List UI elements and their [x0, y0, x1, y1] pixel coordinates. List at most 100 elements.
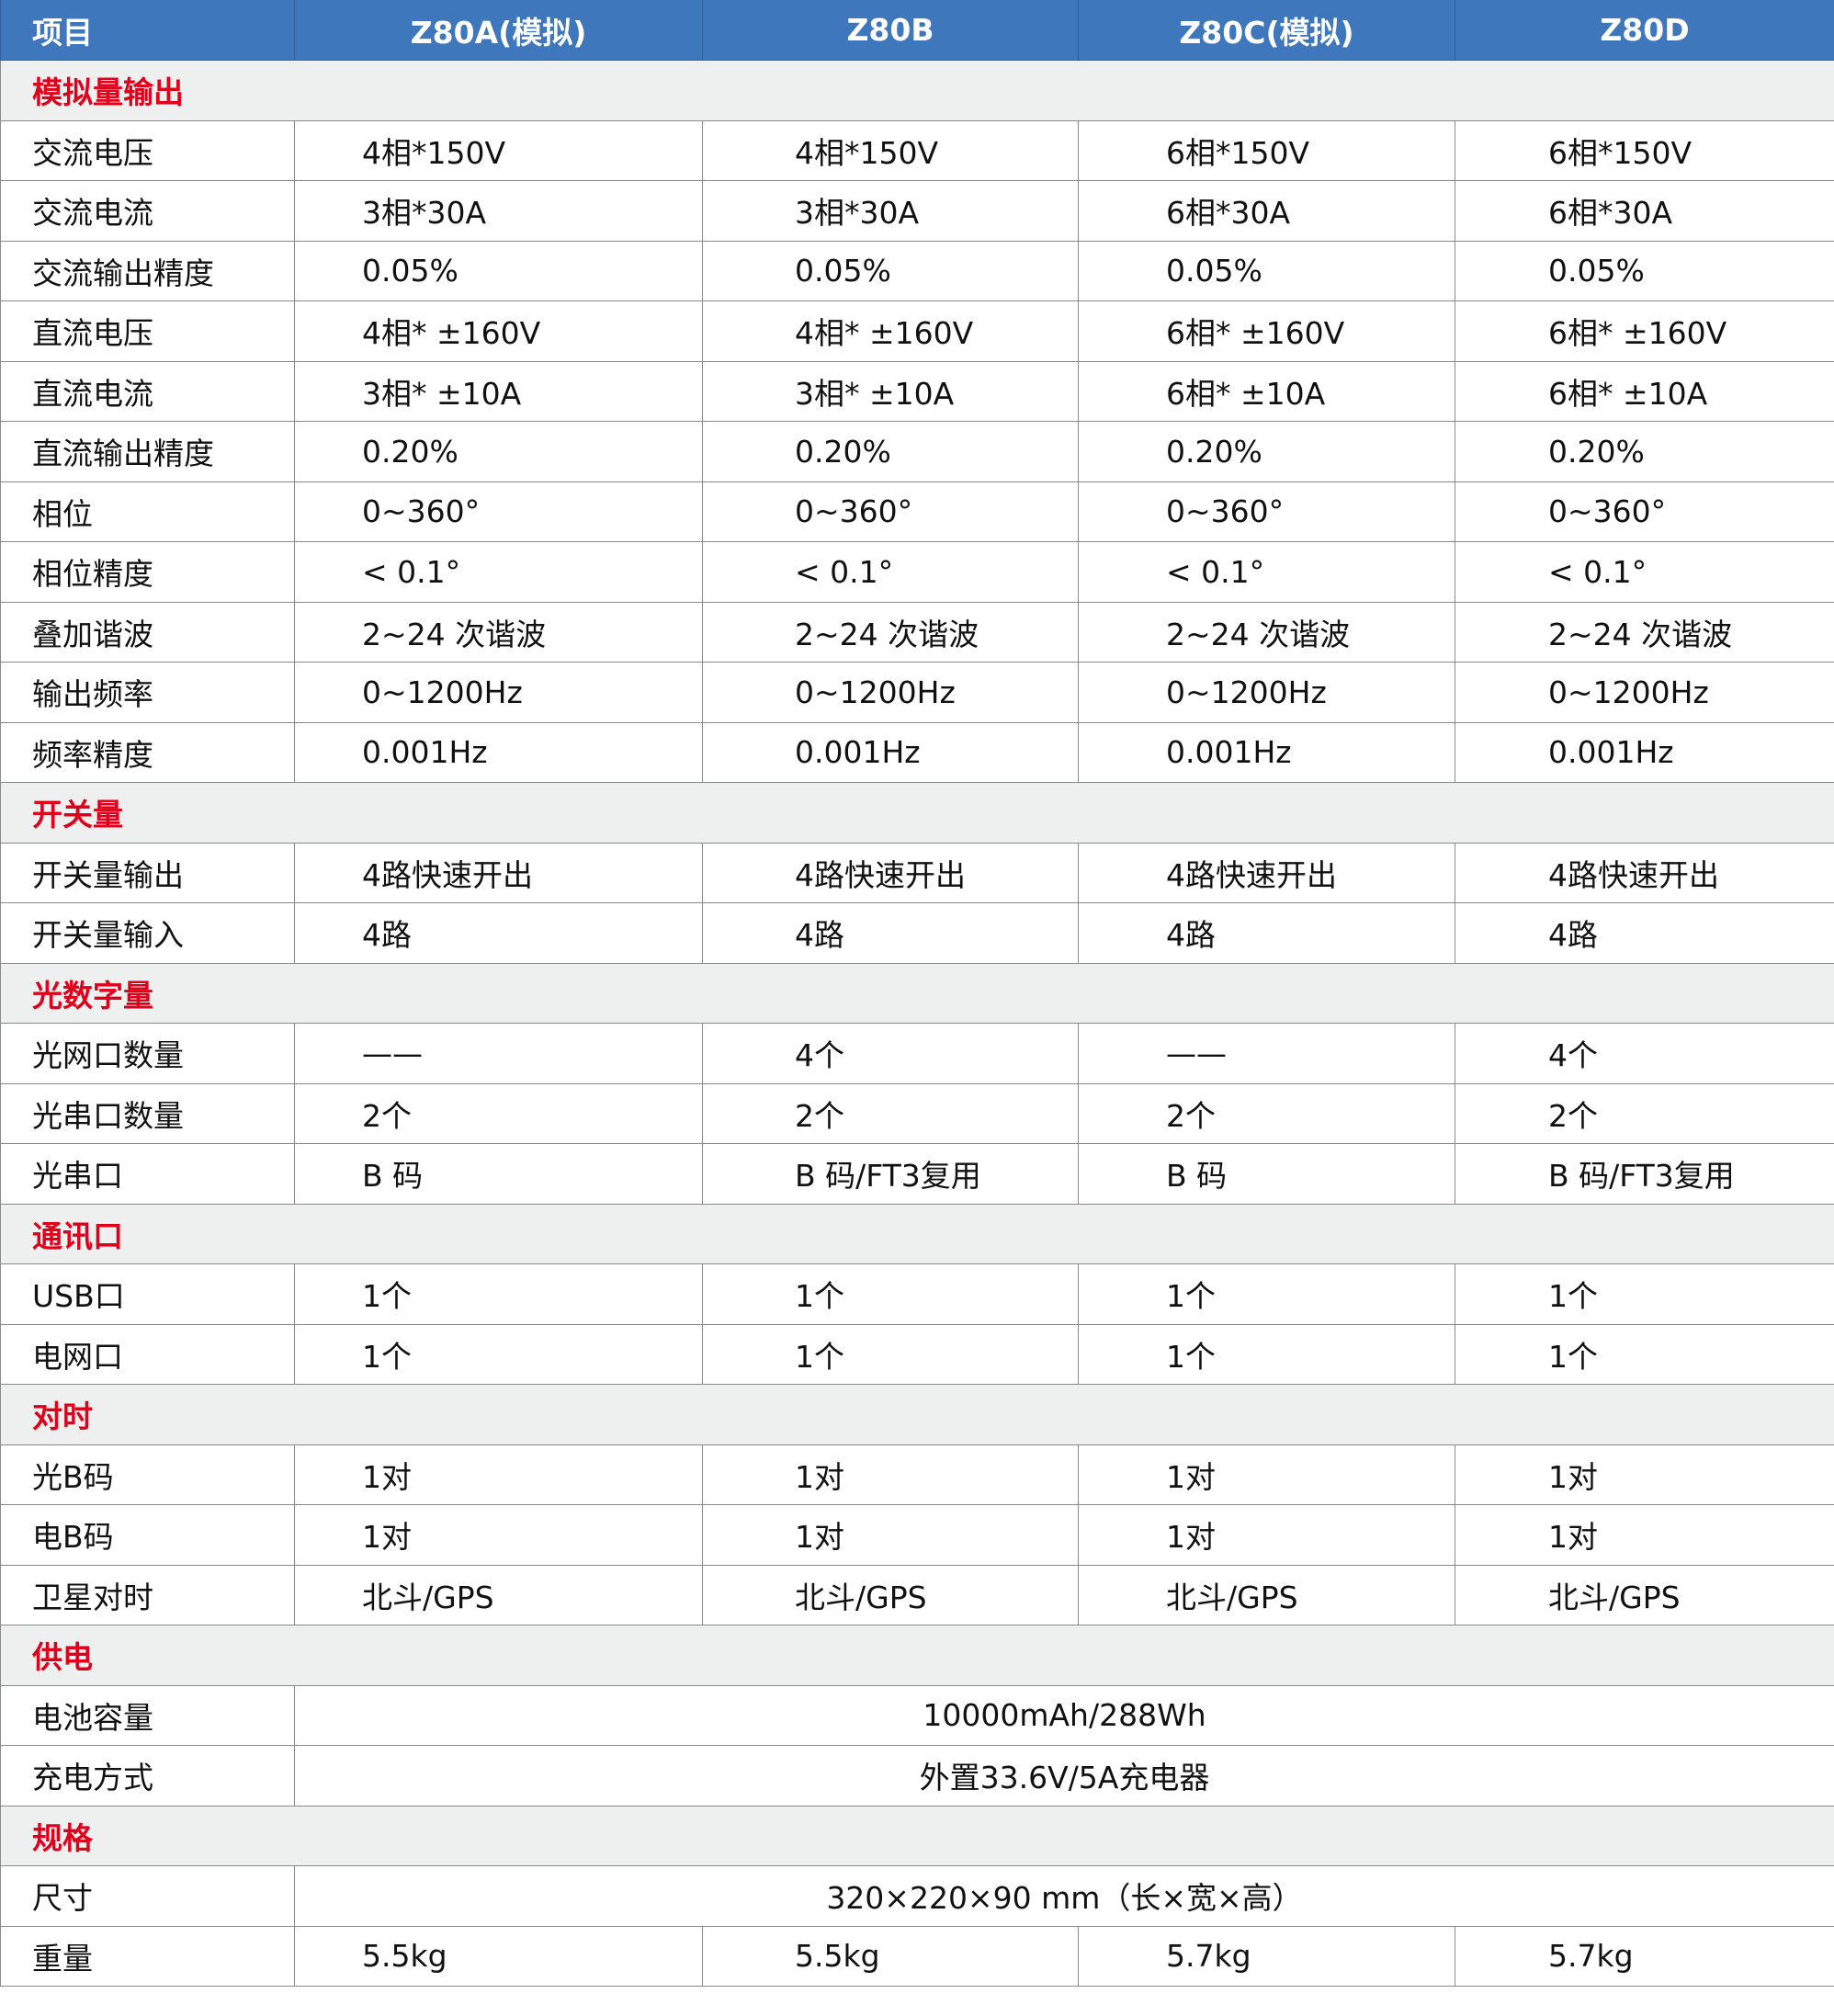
row-value: 3相* ±10A — [702, 360, 1079, 422]
row-label: 光串口 — [0, 1143, 295, 1205]
row-value: 6相*30A — [1078, 180, 1455, 242]
row-label: 频率精度 — [0, 721, 295, 783]
row-value: 4路快速开出 — [702, 842, 1079, 903]
header-model: Z80A(模拟) — [294, 0, 703, 61]
row-value: 1个 — [294, 1263, 703, 1325]
table-row: 电网口 1个 1个 1个 1个 — [0, 1323, 1834, 1385]
row-value: 2~24 次谐波 — [702, 601, 1079, 663]
row-value: 2~24 次谐波 — [1078, 601, 1455, 663]
section-title: 通讯口 — [0, 1203, 1834, 1264]
row-value: 0~360° — [702, 481, 1079, 542]
row-value: 1对 — [1455, 1444, 1834, 1505]
table-row: USB口 1个 1个 1个 1个 — [0, 1263, 1834, 1325]
row-value: 1个 — [1455, 1263, 1834, 1325]
header-model: Z80C(模拟) — [1078, 0, 1455, 61]
row-value: 4路快速开出 — [1078, 842, 1455, 903]
row-label: 光串口数量 — [0, 1082, 295, 1144]
row-value: < 0.1° — [294, 541, 703, 603]
row-value: 4个 — [702, 1023, 1079, 1084]
row-value: 4路 — [294, 902, 703, 964]
row-label: 交流电压 — [0, 119, 295, 181]
row-value: 6相* ±10A — [1455, 360, 1834, 422]
row-value: 0.20% — [1455, 421, 1834, 482]
row-label: 电网口 — [0, 1323, 295, 1385]
row-label: 卫星对时 — [0, 1564, 295, 1625]
row-value: 1个 — [702, 1323, 1079, 1385]
row-value: 4个 — [1455, 1023, 1834, 1084]
row-value: 0~1200Hz — [1455, 662, 1834, 723]
header-model: Z80D — [1455, 0, 1834, 61]
row-value: 1个 — [1078, 1263, 1455, 1325]
row-label: 输出频率 — [0, 662, 295, 723]
section-row: 通讯口 — [0, 1203, 1834, 1264]
row-value: —— — [294, 1023, 703, 1084]
row-value: < 0.1° — [1078, 541, 1455, 603]
section-title: 开关量 — [0, 782, 1834, 844]
table-row: 直流电压 4相* ±160V 4相* ±160V 6相* ±160V 6相* ±160V — [0, 300, 1834, 362]
row-value: 1对 — [702, 1504, 1079, 1566]
row-label: 光网口数量 — [0, 1023, 295, 1084]
table-row: 充电方式 外置33.6V/5A充电器 — [0, 1745, 1834, 1806]
row-value: 5.7kg — [1455, 1925, 1834, 1987]
row-value: 北斗/GPS — [294, 1564, 703, 1625]
row-label: 光B码 — [0, 1444, 295, 1505]
row-value: 北斗/GPS — [702, 1564, 1079, 1625]
row-value: 0~360° — [294, 481, 703, 542]
row-value: 2~24 次谐波 — [1455, 601, 1834, 663]
row-value: B 码/FT3复用 — [1455, 1143, 1834, 1205]
row-value: 1对 — [294, 1504, 703, 1566]
row-label: 直流电压 — [0, 300, 295, 362]
row-value-all: 外置33.6V/5A充电器 — [294, 1745, 1834, 1806]
row-value: 2~24 次谐波 — [294, 601, 703, 663]
row-value: 0.001Hz — [1455, 721, 1834, 783]
table-row: 尺寸 320×220×90 mm（长×宽×高） — [0, 1865, 1834, 1927]
row-value: 6相*30A — [1455, 180, 1834, 242]
table-row: 光串口数量 2个 2个 2个 2个 — [0, 1082, 1834, 1144]
row-value: —— — [1078, 1023, 1455, 1084]
row-value: 1个 — [702, 1263, 1079, 1325]
row-value: 0.001Hz — [294, 721, 703, 783]
row-value: 3相*30A — [294, 180, 703, 242]
table-row: 频率精度 0.001Hz 0.001Hz 0.001Hz 0.001Hz — [0, 721, 1834, 783]
section-title: 供电 — [0, 1625, 1834, 1686]
row-value: B 码 — [294, 1143, 703, 1205]
table-row: 开关量输出 4路快速开出 4路快速开出 4路快速开出 4路快速开出 — [0, 842, 1834, 903]
row-value: 0.001Hz — [702, 721, 1079, 783]
row-label: 交流电流 — [0, 180, 295, 242]
row-value: < 0.1° — [1455, 541, 1834, 603]
section-title: 对时 — [0, 1384, 1834, 1445]
row-value: 2个 — [702, 1082, 1079, 1144]
row-value: 3相*30A — [702, 180, 1079, 242]
row-label: 交流输出精度 — [0, 240, 295, 301]
row-value: 3相* ±10A — [294, 360, 703, 422]
section-title: 规格 — [0, 1805, 1834, 1866]
section-row: 供电 — [0, 1625, 1834, 1686]
row-value: 6相* ±10A — [1078, 360, 1455, 422]
row-value: 4路快速开出 — [1455, 842, 1834, 903]
table-row: 光网口数量 —— 4个 —— 4个 — [0, 1023, 1834, 1084]
row-value: 1对 — [702, 1444, 1079, 1505]
table-row: 交流电压 4相*150V 4相*150V 6相*150V 6相*150V — [0, 119, 1834, 181]
row-label: 电B码 — [0, 1504, 295, 1566]
row-value: 6相* ±160V — [1455, 300, 1834, 362]
table-row: 重量 5.5kg 5.5kg 5.7kg 5.7kg — [0, 1925, 1834, 1987]
row-value: 北斗/GPS — [1078, 1564, 1455, 1625]
row-value: 北斗/GPS — [1455, 1564, 1834, 1625]
row-value: 2个 — [1078, 1082, 1455, 1144]
table-row: 直流电流 3相* ±10A 3相* ±10A 6相* ±10A 6相* ±10A — [0, 360, 1834, 422]
table-row: 相位精度 < 0.1° < 0.1° < 0.1° < 0.1° — [0, 541, 1834, 603]
row-value: 4路 — [1455, 902, 1834, 964]
row-label: 相位精度 — [0, 541, 295, 603]
row-value: 4路 — [702, 902, 1079, 964]
row-label: 重量 — [0, 1925, 295, 1987]
row-value: 4路 — [1078, 902, 1455, 964]
section-row: 光数字量 — [0, 962, 1834, 1024]
section-title: 光数字量 — [0, 962, 1834, 1024]
row-value: 0.20% — [702, 421, 1079, 482]
row-value: 4相* ±160V — [294, 300, 703, 362]
table-row: 交流电流 3相*30A 3相*30A 6相*30A 6相*30A — [0, 180, 1834, 242]
row-value: B 码/FT3复用 — [702, 1143, 1079, 1205]
row-value: 4路快速开出 — [294, 842, 703, 903]
